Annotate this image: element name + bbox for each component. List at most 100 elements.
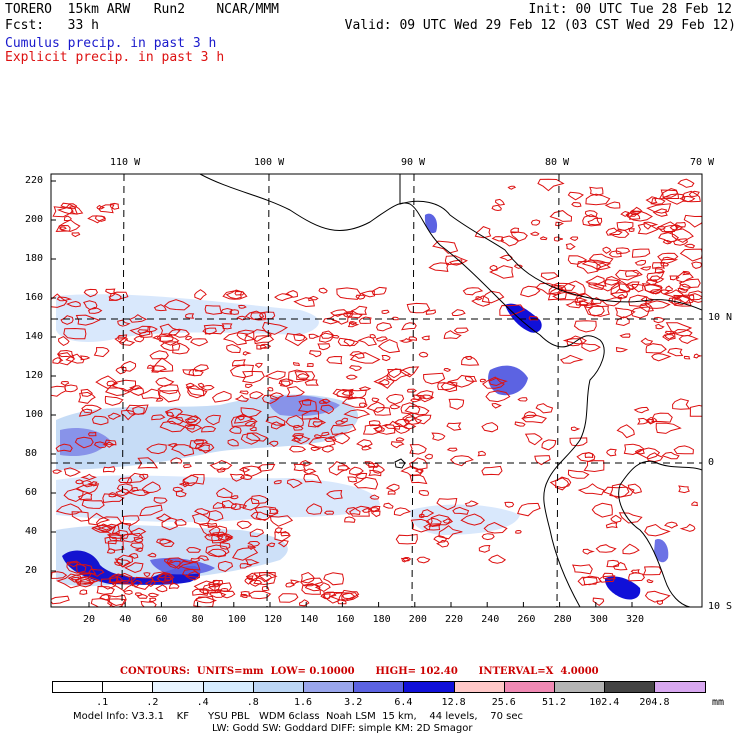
precip-contour	[321, 445, 334, 453]
precip-contour	[368, 420, 381, 427]
precip-contour	[336, 388, 352, 398]
cumulus-band-east	[410, 504, 520, 535]
precip-contour	[229, 309, 240, 315]
precip-contour	[671, 328, 693, 337]
precip-contour	[254, 362, 263, 369]
precip-contour	[343, 312, 353, 318]
precip-contour	[314, 582, 331, 592]
precip-contour	[209, 459, 233, 471]
precip-contour	[240, 407, 263, 418]
legend-label: 204.8	[639, 697, 670, 708]
precip-contour	[399, 366, 420, 378]
precip-contour	[120, 360, 137, 372]
legend-unit: mm	[712, 697, 725, 708]
precip-contour	[90, 598, 113, 607]
precip-contour	[655, 422, 682, 434]
precip-contour	[631, 248, 651, 258]
precip-contour	[649, 288, 663, 295]
precip-contour	[507, 185, 517, 190]
precip-contour	[291, 433, 305, 440]
precip-contour	[55, 443, 73, 452]
precip-contour	[410, 518, 431, 533]
precip-contour	[185, 385, 208, 397]
precip-contour	[273, 480, 282, 485]
lon-label-90w: 90 W	[401, 157, 426, 168]
precip-contour	[245, 559, 260, 566]
y-grid-label: 120	[25, 370, 44, 381]
precip-contour	[355, 472, 368, 480]
precip-contour	[114, 561, 123, 567]
precip-contour	[77, 492, 93, 501]
legend-swatch	[303, 681, 355, 693]
precip-contour	[693, 353, 702, 359]
precip-contour	[662, 333, 675, 342]
precip-contour	[179, 481, 190, 488]
precip-contour	[52, 469, 63, 474]
precip-contour	[242, 497, 260, 511]
precip-contour	[660, 262, 669, 267]
precip-contour	[517, 397, 528, 402]
precip-contour	[109, 575, 124, 584]
precip-contour	[378, 378, 390, 386]
precip-contour	[683, 355, 691, 360]
meridian-110w	[121, 173, 125, 608]
precip-contour	[131, 487, 139, 492]
precip-contour	[300, 571, 315, 584]
precip-contour	[182, 464, 192, 469]
precip-contour	[428, 514, 454, 528]
precip-contour	[650, 197, 666, 205]
meridian-80w	[556, 173, 560, 608]
precip-contour	[595, 544, 617, 553]
precip-contour	[77, 578, 94, 588]
precip-contour	[529, 231, 540, 236]
precip-contour	[82, 479, 93, 488]
precip-contour	[393, 507, 411, 517]
precip-contour	[303, 473, 323, 484]
precip-contour	[372, 464, 386, 474]
precip-contour	[56, 573, 82, 589]
precip-contour	[510, 231, 528, 242]
precip-contour	[297, 398, 317, 413]
precip-contour	[71, 511, 90, 522]
precip-contour	[367, 462, 380, 469]
precip-contour	[216, 534, 232, 543]
coastline-caribbean	[399, 174, 702, 311]
precip-contour	[194, 596, 218, 604]
precip-contour	[664, 332, 676, 340]
precip-contour	[630, 569, 640, 574]
precip-contour	[125, 404, 149, 415]
precip-contour	[433, 535, 448, 543]
precip-contour	[317, 343, 331, 351]
precip-contour	[114, 336, 129, 344]
precip-contour	[144, 580, 156, 587]
precip-contour	[515, 529, 522, 534]
precip-contour	[576, 452, 596, 462]
precip-contour	[58, 336, 70, 346]
precip-contour	[182, 474, 199, 487]
precip-contour	[227, 438, 239, 447]
precip-contour	[205, 544, 230, 558]
legend-label: 12.8	[441, 697, 466, 708]
precip-contour	[619, 333, 631, 338]
precip-contour	[67, 561, 79, 568]
precip-contour	[104, 395, 124, 406]
precip-contour	[188, 368, 204, 377]
precip-contour	[485, 390, 511, 403]
precip-contour	[421, 335, 430, 341]
precip-contour	[232, 547, 259, 561]
precip-contour	[153, 497, 168, 504]
precip-contour	[537, 178, 565, 192]
precip-contour	[233, 414, 254, 424]
precip-contour	[83, 300, 98, 310]
precip-contour	[240, 593, 248, 599]
precip-contour	[116, 554, 134, 568]
precip-contour	[398, 338, 414, 343]
precip-contour	[400, 402, 421, 415]
precip-contour	[451, 309, 466, 316]
precip-contour	[402, 413, 417, 422]
precip-contour	[481, 465, 503, 476]
legend-swatch	[202, 681, 254, 693]
precip-contour	[323, 572, 345, 586]
precip-contour	[400, 465, 424, 477]
precip-contour	[565, 243, 576, 250]
